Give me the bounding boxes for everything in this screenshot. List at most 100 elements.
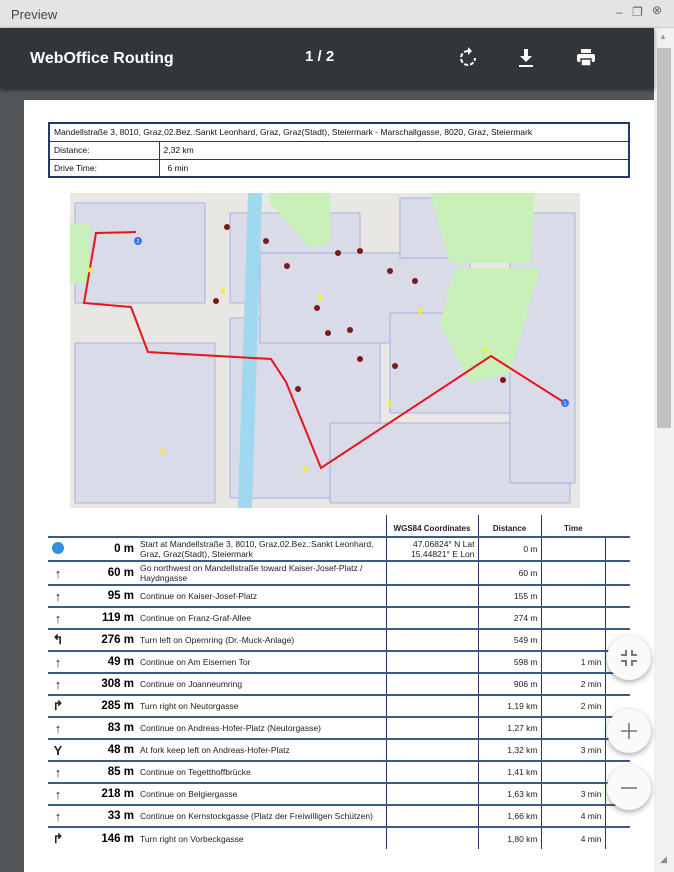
instruction: Start at Mandellstraße 3, 8010, Graz,02.…: [137, 536, 386, 561]
straight-arrow-icon: ↑: [54, 808, 62, 824]
resize-grip-icon[interactable]: ◢: [660, 854, 667, 864]
segment-length: 49 m: [68, 650, 137, 673]
distance-value: 2,32 km: [158, 140, 630, 160]
segment-length: 146 m: [68, 826, 137, 849]
direction-row: 0 m Start at Mandellstraße 3, 8010, Graz…: [48, 536, 630, 561]
cumulative-time: [540, 560, 605, 585]
cumulative-distance: 0 m: [477, 536, 541, 561]
cumulative-time: 2 min: [540, 672, 605, 695]
zoom-out-icon: [621, 787, 637, 789]
route-description: Mandellstraße 3, 8010, Graz,02.Bez.:Sank…: [48, 122, 630, 142]
zoom-out-button[interactable]: [607, 766, 651, 810]
coordinates: [385, 716, 478, 739]
cumulative-distance: 155 m: [477, 584, 541, 607]
segment-length: 48 m: [68, 738, 137, 761]
instruction: Continue on Am Eisernen Tor: [137, 650, 386, 673]
segment-length: 0 m: [68, 536, 137, 561]
bus-stop-markers: [87, 267, 488, 472]
segment-length: 218 m: [68, 782, 137, 805]
turn-right-icon: ↱: [52, 698, 64, 713]
directions-table: WGS84 Coordinates Distance Time 0 m Star…: [48, 515, 630, 849]
instruction: Continue on Kaiser-Josef-Platz: [137, 584, 386, 607]
instruction: Turn right on Neutorgasse: [137, 694, 386, 717]
minimize-icon[interactable]: ‒: [616, 5, 623, 19]
start-marker: [561, 399, 569, 407]
document-viewer: Mandellstraße 3, 8010, Graz,02.Bez.:Sank…: [0, 88, 654, 872]
cumulative-distance: 1,63 km: [477, 782, 541, 805]
cumulative-time: [540, 584, 605, 607]
direction-row: ↑ 83 m Continue on Andreas-Hofer-Platz (…: [48, 716, 630, 739]
cumulative-time: [540, 628, 605, 651]
zoom-in-button[interactable]: [607, 709, 651, 753]
viewer-toolbar: WebOffice Routing 1 / 2: [0, 28, 654, 88]
coordinates: [385, 560, 478, 585]
restore-icon[interactable]: ❐: [632, 5, 643, 19]
cumulative-distance: 1,27 km: [477, 716, 541, 739]
direction-row: ↑ 119 m Continue on Franz-Graf-Allee 274…: [48, 606, 630, 629]
print-icon[interactable]: [574, 46, 598, 70]
coordinates: [385, 606, 478, 629]
fork-icon: Y: [53, 742, 63, 758]
instruction: Go northwest on Mandellstraße toward Kai…: [137, 560, 386, 585]
straight-arrow-icon: ↑: [54, 764, 62, 780]
cumulative-time: 3 min: [540, 738, 605, 761]
direction-row: ↑ 60 m Go northwest on Mandellstraße tow…: [48, 560, 630, 585]
zoom-in-icon: [621, 723, 637, 739]
coordinates: [385, 804, 478, 827]
scrollbar-thumb[interactable]: [657, 48, 671, 428]
download-icon[interactable]: [514, 46, 538, 70]
start-marker-label: 1: [564, 401, 567, 407]
header-time: Time: [540, 515, 605, 537]
cumulative-time: [540, 716, 605, 739]
direction-row: ↱ 285 m Turn right on Neutorgasse 1,19 k…: [48, 694, 630, 717]
segment-length: 83 m: [68, 716, 137, 739]
direction-row: ↑ 49 m Continue on Am Eisernen Tor 598 m…: [48, 650, 630, 673]
cumulative-distance: 1,32 km: [477, 738, 541, 761]
start-dot-icon: [52, 541, 64, 554]
straight-arrow-icon: ↑: [54, 610, 62, 626]
instruction: Continue on Joanneumring: [137, 672, 386, 695]
segment-length: 60 m: [68, 560, 137, 585]
cumulative-distance: 274 m: [477, 606, 541, 629]
drive-time-value: 6 min: [158, 158, 630, 178]
page-indicator: 1 / 2: [305, 48, 335, 65]
app-title: WebOffice Routing: [30, 50, 174, 67]
cumulative-distance: 1,19 km: [477, 694, 541, 717]
instruction: At fork keep left on Andreas-Hofer-Platz: [137, 738, 386, 761]
direction-row: ↑ 308 m Continue on Joanneumring 906 m 2…: [48, 672, 630, 695]
instruction: Continue on Tegetthoffbrücke: [137, 760, 386, 783]
direction-row: ↰ 276 m Turn left on Opernring (Dr.-Muck…: [48, 628, 630, 651]
cumulative-time: [540, 606, 605, 629]
drive-time-label: Drive Time:: [48, 158, 160, 178]
direction-row: ↑ 95 m Continue on Kaiser-Josef-Platz 15…: [48, 584, 630, 607]
fit-page-button[interactable]: [607, 636, 651, 680]
header-distance: Distance: [477, 515, 541, 537]
coordinates: [385, 826, 478, 849]
cumulative-distance: 60 m: [477, 560, 541, 585]
direction-row: ↱ 146 m Turn right on Vorbeckgasse 1,80 …: [48, 826, 630, 849]
cumulative-time: 3 min: [540, 782, 605, 805]
cumulative-distance: 1,41 km: [477, 760, 541, 783]
window-titlebar: Preview ‒ ❐ ⊗: [0, 0, 674, 28]
cumulative-time: [540, 536, 605, 561]
cumulative-time: [540, 760, 605, 783]
segment-length: 308 m: [68, 672, 137, 695]
vertical-scrollbar[interactable]: ▲ ◢: [654, 28, 674, 872]
instruction: Continue on Andreas-Hofer-Platz (Neutorg…: [137, 716, 386, 739]
fit-page-icon: [621, 650, 637, 666]
coordinates: [385, 782, 478, 805]
map-parks: [70, 193, 540, 383]
end-marker-label: 2: [137, 239, 140, 245]
close-icon[interactable]: ⊗: [652, 3, 663, 17]
window-title: Preview: [11, 7, 58, 22]
straight-arrow-icon: ↑: [54, 654, 62, 670]
rotate-icon[interactable]: [456, 46, 480, 70]
straight-arrow-icon: ↑: [54, 720, 62, 736]
cumulative-distance: 1,66 km: [477, 804, 541, 827]
scroll-up-icon[interactable]: ▲: [659, 32, 667, 41]
instruction: Continue on Franz-Graf-Allee: [137, 606, 386, 629]
instruction: Continue on Belgiergasse: [137, 782, 386, 805]
route-map: 1 2: [70, 193, 580, 508]
cumulative-distance: 906 m: [477, 672, 541, 695]
cumulative-distance: 598 m: [477, 650, 541, 673]
